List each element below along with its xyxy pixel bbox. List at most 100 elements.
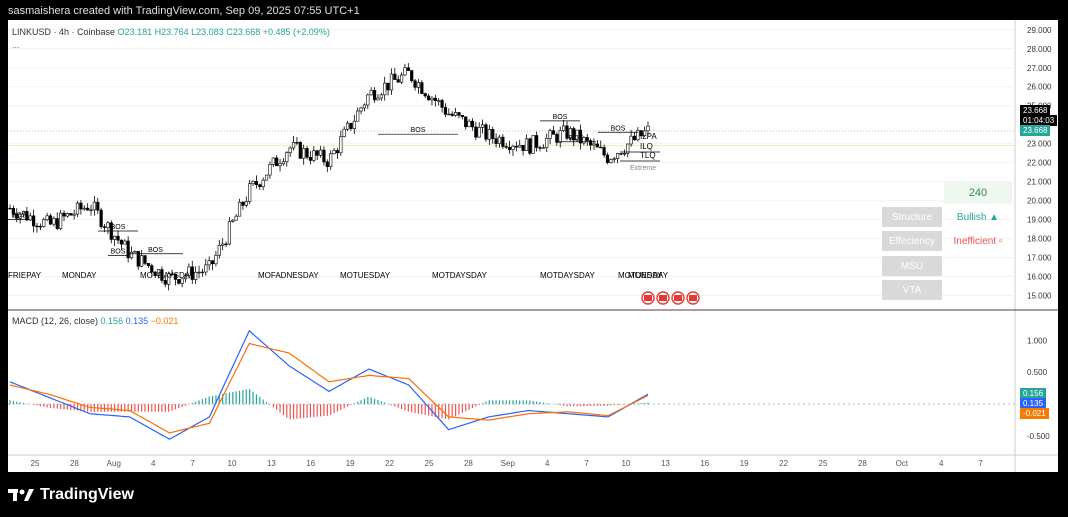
candle-body — [460, 115, 464, 118]
price-tick-label: 17.000 — [1027, 254, 1052, 263]
event-flag-inner — [659, 295, 667, 301]
price-tick-label: 29.000 — [1027, 26, 1052, 35]
candle-body — [528, 138, 532, 154]
candle-body — [372, 90, 377, 101]
candle-body — [102, 226, 107, 228]
bos-label: BOS — [611, 125, 626, 132]
candle-body — [514, 145, 518, 148]
candle-body — [345, 122, 350, 130]
time-tick-label: 16 — [700, 459, 709, 468]
candle-body — [562, 125, 566, 131]
candle-body — [457, 112, 461, 116]
candle-body — [140, 255, 144, 267]
candle-body — [89, 209, 93, 211]
candle-body — [153, 271, 157, 277]
candle-body — [143, 255, 147, 264]
candle-body — [518, 144, 522, 148]
candle-body — [639, 130, 643, 136]
time-tick-label: 7 — [584, 459, 589, 468]
candle-body — [231, 219, 235, 222]
more-dots[interactable]: ... — [12, 40, 20, 50]
price-tick-label: 23.000 — [1027, 140, 1052, 149]
price-tick-label: 28.000 — [1027, 45, 1052, 54]
macd-line-value: 0.135 — [125, 316, 149, 326]
candle-body — [180, 278, 184, 284]
candle-body — [555, 134, 559, 143]
open-value: O23.181 — [117, 27, 153, 37]
candle-body — [160, 269, 164, 281]
candle-body — [507, 146, 512, 150]
time-tick-label: 19 — [346, 459, 355, 468]
timeframe-box: 240 — [944, 182, 1012, 204]
candle-body — [531, 135, 535, 154]
price-tick-label: 15.000 — [1027, 292, 1052, 301]
candle-body — [339, 136, 343, 154]
signal-line — [9, 342, 649, 434]
candle-body — [356, 110, 360, 122]
price-tick-label: 18.000 — [1027, 235, 1052, 244]
candle-body — [163, 280, 167, 285]
candle-body — [106, 222, 110, 228]
bos-label: BOS — [148, 247, 163, 254]
candle-body — [62, 212, 66, 217]
candle-body — [190, 266, 194, 280]
candle-body — [197, 271, 201, 274]
candle-body — [622, 153, 626, 155]
time-tick-label: 13 — [661, 459, 670, 468]
candle-body — [548, 130, 552, 139]
candle-body — [609, 159, 613, 163]
tlq-label: TLQ — [640, 151, 656, 160]
candle-body — [403, 67, 407, 76]
candle-body — [268, 164, 272, 176]
candle-body — [379, 94, 383, 99]
candle-body — [177, 279, 181, 284]
candle-body — [416, 82, 421, 88]
candle-body — [92, 201, 96, 211]
time-tick-label: Oct — [896, 459, 909, 468]
candle-body — [470, 120, 475, 128]
candle-body — [146, 263, 151, 266]
candle-body — [48, 215, 53, 225]
candle-body — [545, 138, 549, 148]
candle-body — [501, 136, 505, 147]
candle-body — [21, 210, 26, 215]
candle-body — [136, 251, 140, 267]
time-tick-label: 22 — [385, 459, 394, 468]
candle-body — [8, 207, 12, 210]
candle-body — [258, 184, 262, 187]
time-tick-label: 19 — [740, 459, 749, 468]
price-tick-label: 20.000 — [1027, 197, 1052, 206]
candle-body — [305, 148, 309, 158]
candle-body — [183, 275, 188, 280]
macd-hist-tag: 0.156 — [1020, 388, 1047, 399]
candle-body — [275, 157, 279, 167]
candle-body — [55, 218, 59, 229]
price-tick-label: 26.000 — [1027, 83, 1052, 92]
high-value: H23.764 — [154, 27, 189, 37]
candle-body — [150, 265, 154, 273]
day-label: MOTDAYSDAY — [140, 271, 195, 280]
candle-body — [234, 215, 238, 221]
low-value: L23.083 — [191, 27, 224, 37]
candle-body — [396, 79, 400, 83]
candle-body — [511, 145, 515, 150]
day-label: FRIEPAY — [8, 271, 42, 280]
candle-body — [244, 201, 248, 206]
candle-body — [477, 127, 481, 138]
candle-body — [410, 70, 414, 82]
candle-body — [278, 163, 282, 167]
candle-body — [399, 74, 404, 83]
macd-legend: MACD (12, 26, close) 0.156 0.135 −0.021 — [12, 316, 178, 326]
candle-body — [423, 93, 427, 97]
price-tick-label: 21.000 — [1027, 178, 1052, 187]
vta-label: VTA — [882, 280, 942, 300]
candle-body — [28, 215, 32, 221]
candle-body — [187, 266, 191, 276]
time-tick-label: Sep — [501, 459, 516, 468]
candle-body — [406, 67, 410, 71]
candle-body — [86, 207, 90, 211]
candle-body — [558, 130, 562, 143]
candle-body — [119, 239, 123, 245]
candle-body — [440, 100, 444, 108]
